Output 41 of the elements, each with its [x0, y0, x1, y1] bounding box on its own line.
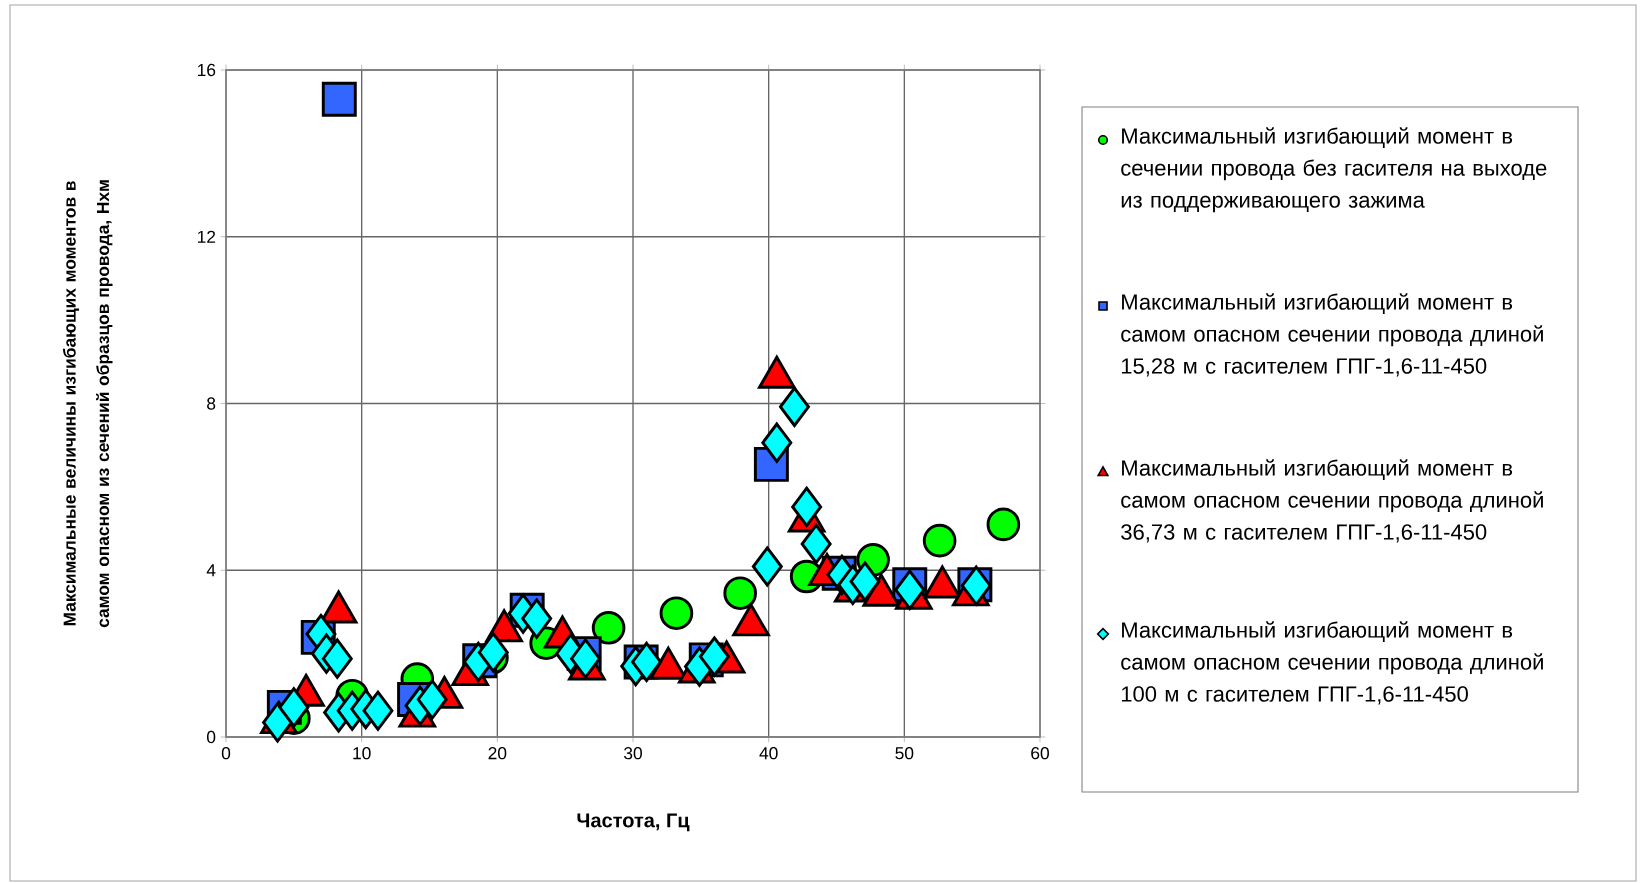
point — [416, 679, 448, 720]
point — [362, 690, 394, 731]
point — [477, 632, 509, 673]
point — [521, 598, 553, 639]
y-tick-label: 0 — [206, 730, 216, 744]
point — [849, 561, 881, 602]
legend-label: Максимальный изгибающий момент в самом опасном сечении провода длиной 15,28 м с гасителем ГПГ-1,6-11-450 — [1121, 293, 1543, 377]
point — [278, 687, 310, 728]
point — [986, 507, 1021, 542]
point — [591, 610, 626, 645]
point — [723, 576, 757, 610]
y-axis-title: Максимальные величины изгибающих моментов в самом опасном из сечений образцов провода, Нхм — [62, 180, 113, 628]
legend-label: Максимальный изгибающий момент в самом опасном сечении провода длиной 36,73 м с гасителем ГПГ-1,6-11-450 — [1121, 459, 1543, 543]
y-tick-label: 4 — [206, 564, 216, 577]
x-axis-title: Частота, Гц — [577, 813, 690, 832]
point — [698, 636, 730, 677]
x-tick-label: 30 — [624, 747, 642, 760]
point — [659, 596, 694, 630]
y-tick-label: 8 — [207, 397, 216, 410]
x-tick-label: 0 — [221, 747, 231, 760]
point — [761, 422, 793, 463]
x-tick-label: 60 — [1031, 747, 1049, 760]
y-tick-label: 12 — [198, 230, 216, 243]
point — [894, 569, 926, 610]
legend-label: Максимальный изгибающий момент в самом опасном сечении провода длиной 100 м с гасителем ГПГ-1,6-11-450 — [1121, 621, 1543, 705]
y-tick-label: 16 — [198, 63, 216, 77]
point — [800, 523, 832, 565]
x-tick-label: 50 — [895, 747, 914, 760]
point — [321, 638, 353, 679]
point — [751, 546, 783, 587]
point — [791, 486, 823, 528]
point — [262, 702, 294, 743]
point — [778, 386, 810, 427]
legend-label: Максимальный изгибающий момент в сечении провода без гасителя на выходе из поддерживающего зажима — [1121, 127, 1547, 213]
point — [321, 81, 357, 117]
point — [922, 523, 957, 558]
x-tick-label: 40 — [759, 747, 778, 760]
x-tick-label: 20 — [488, 747, 507, 760]
point — [570, 638, 601, 679]
x-tick-label: 10 — [353, 747, 371, 760]
point — [631, 641, 663, 683]
